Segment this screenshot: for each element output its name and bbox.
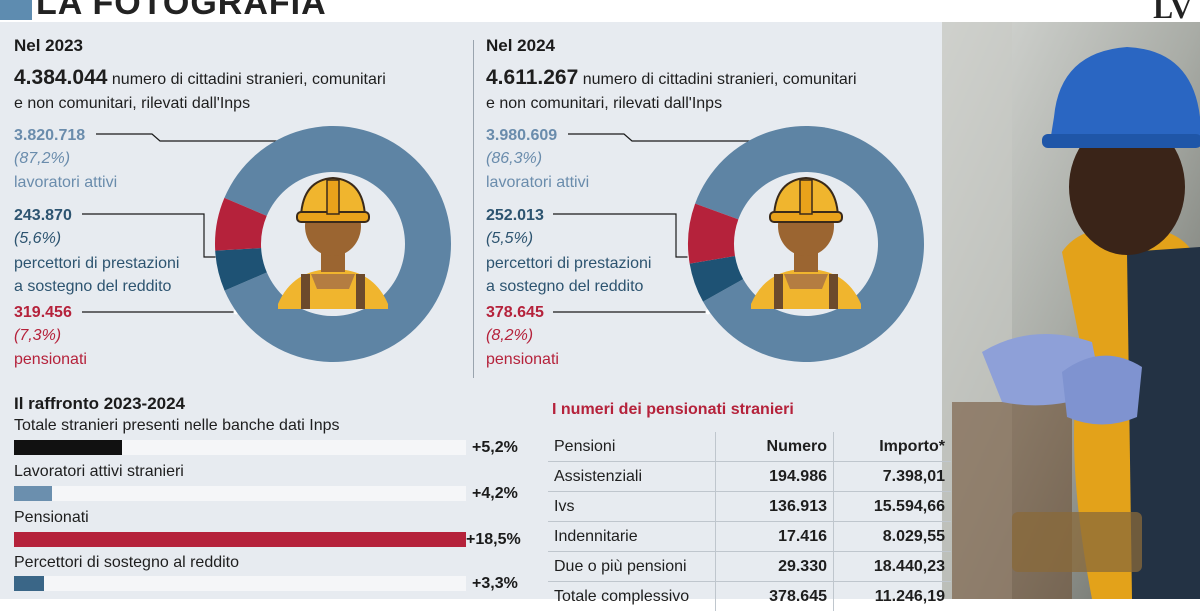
cell-type: Due o più pensioni xyxy=(548,552,716,582)
total-value-2024: 4.611.267 xyxy=(486,66,578,89)
active-value-2024: 3.980.609 xyxy=(486,127,557,145)
cell-amount: 15.594,66 xyxy=(834,492,952,522)
cell-number: 29.330 xyxy=(716,552,834,582)
table-row: Ivs 136.913 15.594,66 xyxy=(548,492,951,522)
cmp-track-workers xyxy=(14,486,466,501)
donut-2023 xyxy=(213,124,453,364)
col-header-importo: Importo* xyxy=(834,432,952,462)
cell-amount: 8.029,55 xyxy=(834,522,952,552)
cmp-bar-total xyxy=(14,440,122,455)
cmp-bar-workers xyxy=(14,486,52,501)
support-label-2024-line1: percettori di prestazioni xyxy=(486,252,651,275)
pension-table-title: I numeri dei pensionati stranieri xyxy=(552,401,794,419)
cell-type: Ivs xyxy=(548,492,716,522)
cmp-bar-pension xyxy=(14,532,466,547)
column-divider xyxy=(473,40,474,378)
cell-number: 194.986 xyxy=(716,462,834,492)
pension-value-2024: 378.645 xyxy=(486,304,544,322)
heading-2024: Nel 2024 xyxy=(486,36,555,56)
cell-number: 136.913 xyxy=(716,492,834,522)
table-row: Assistenziali 194.986 7.398,01 xyxy=(548,462,951,492)
cell-amount: 7.398,01 xyxy=(834,462,952,492)
table-row: Indennitarie 17.416 8.029,55 xyxy=(548,522,951,552)
cmp-label-total: Totale stranieri presenti nelle banche d… xyxy=(14,417,340,435)
pension-pct-2024: (8,2%) xyxy=(486,327,533,345)
support-pct-2024: (5,5%) xyxy=(486,230,533,248)
support-label-2024-line2: a sostegno del reddito xyxy=(486,275,643,298)
cmp-pct-pension: +18,5% xyxy=(466,531,521,549)
logo: LV xyxy=(1153,0,1192,22)
support-value-2024: 252.013 xyxy=(486,207,544,225)
cmp-pct-workers: +4,2% xyxy=(472,485,518,503)
col-header-numero: Numero xyxy=(716,432,834,462)
cmp-pct-total: +5,2% xyxy=(472,439,518,457)
cmp-track-support xyxy=(14,576,466,591)
cmp-label-support: Percettori di sostegno al reddito xyxy=(14,554,239,572)
cell-number: 17.416 xyxy=(716,522,834,552)
cell-number: 378.645 xyxy=(716,582,834,611)
total-desc-2024-line2: e non comunitari, rilevati dall'Inps xyxy=(486,92,722,115)
cell-type: Totale complessivo xyxy=(548,582,716,611)
worker-icon-2023 xyxy=(278,178,388,309)
cell-type: Indennitarie xyxy=(548,522,716,552)
cmp-label-workers: Lavoratori attivi stranieri xyxy=(14,463,184,481)
cmp-label-pension: Pensionati xyxy=(14,509,89,527)
comparison-title: Il raffronto 2023-2024 xyxy=(14,394,185,414)
col-header-pensioni: Pensioni xyxy=(548,432,716,462)
cell-amount: 18.440,23 xyxy=(834,552,952,582)
donut-2024 xyxy=(686,124,926,364)
cell-type: Assistenziali xyxy=(548,462,716,492)
pension-table: Pensioni Numero Importo* Assistenziali 1… xyxy=(548,432,951,611)
table-header-row: Pensioni Numero Importo* xyxy=(548,432,951,462)
cmp-pct-support: +3,3% xyxy=(472,575,518,593)
leader-support-2023 xyxy=(82,214,218,257)
active-label-2024: lavoratori attivi xyxy=(486,171,589,194)
cell-amount: 11.246,19 xyxy=(834,582,952,611)
leader-support-2024 xyxy=(553,214,690,257)
worker-photo xyxy=(942,22,1200,599)
table-row: Due o più pensioni 29.330 18.440,23 xyxy=(548,552,951,582)
total-desc-2024-line1: numero di cittadini stranieri, comunitar… xyxy=(583,71,857,88)
total-2024: 4.611.267 numero di cittadini stranieri,… xyxy=(486,66,857,91)
worker-icon-2024 xyxy=(751,178,861,309)
cmp-bar-support xyxy=(14,576,44,591)
table-row: Totale complessivo 378.645 11.246,19 xyxy=(548,582,951,611)
active-pct-2024: (86,3%) xyxy=(486,150,542,168)
pension-label-2024: pensionati xyxy=(486,348,559,371)
